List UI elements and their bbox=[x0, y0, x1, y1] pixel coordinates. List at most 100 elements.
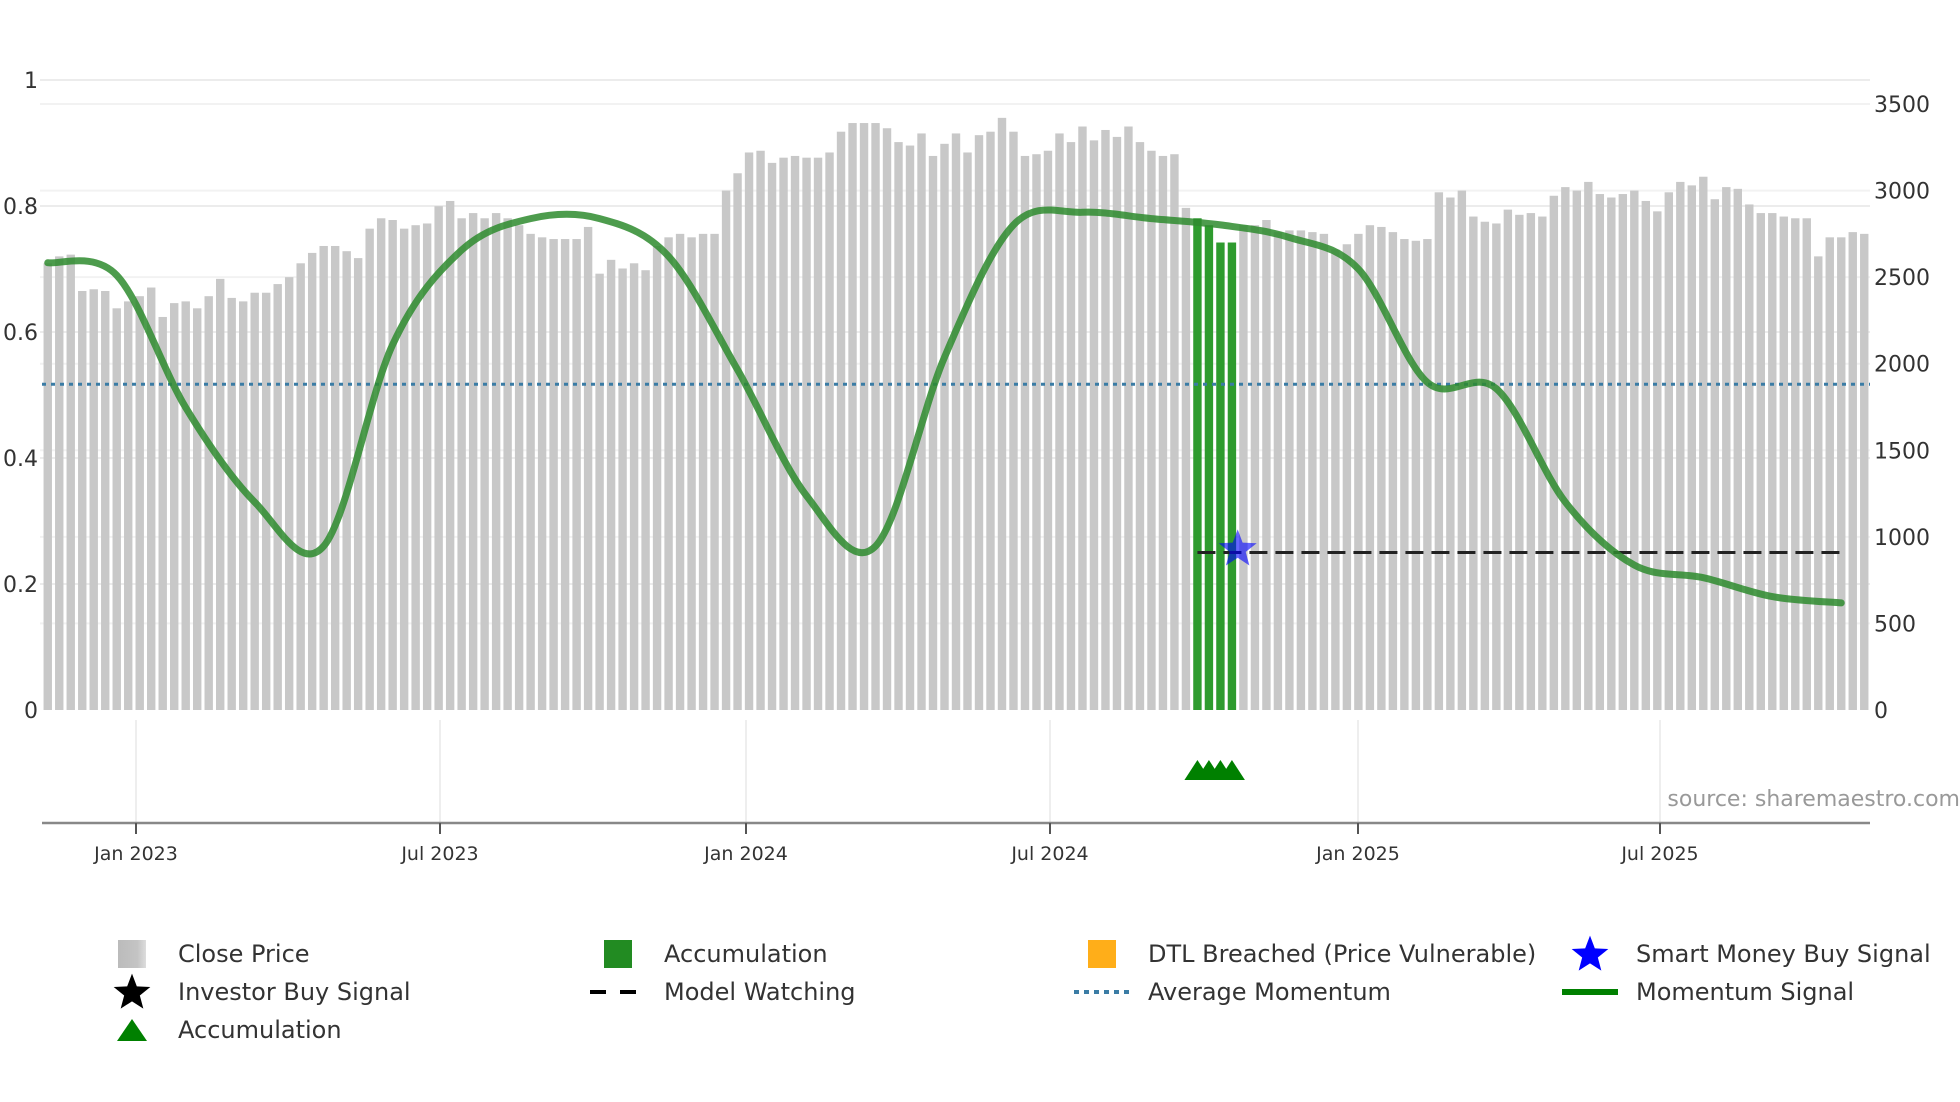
close-price-bar bbox=[1089, 140, 1099, 711]
close-price-bar bbox=[1837, 237, 1846, 710]
close-price-bar bbox=[1595, 194, 1605, 710]
close-price-bar bbox=[1009, 131, 1018, 710]
close-price-bar bbox=[1630, 190, 1639, 711]
right-axis-tick-label: 2000 bbox=[1874, 353, 1930, 378]
close-price-bar bbox=[687, 237, 696, 710]
accumulation-triangle-icon bbox=[1218, 760, 1245, 780]
close-price-bar bbox=[940, 143, 949, 710]
close-price-bar bbox=[170, 303, 179, 710]
left-axis-tick-label: 0.4 bbox=[3, 447, 38, 472]
close-price-bar bbox=[986, 131, 995, 710]
accumulation-bar bbox=[1204, 225, 1214, 710]
close-price-bar bbox=[882, 128, 892, 711]
legend-item-accumulation-bar[interactable]: Accumulation bbox=[590, 936, 828, 972]
close-price-bar bbox=[216, 278, 225, 710]
close-price-bar bbox=[411, 225, 420, 710]
green-square-icon bbox=[604, 940, 632, 968]
legend-item-average-momentum[interactable]: Average Momentum bbox=[1074, 974, 1391, 1010]
momentum-signal-line bbox=[44, 206, 1845, 607]
accumulation-bar bbox=[1193, 218, 1202, 710]
close-price-bar bbox=[503, 218, 512, 710]
close-price-bar bbox=[675, 233, 685, 710]
close-price-bar bbox=[698, 233, 708, 710]
close-price-bar bbox=[514, 225, 524, 710]
close-price-bar bbox=[1377, 226, 1386, 710]
close-price-bar bbox=[710, 233, 719, 710]
legend-item-smart-money[interactable]: Smart Money Buy Signal bbox=[1562, 935, 1931, 972]
close-price-bar bbox=[147, 287, 156, 710]
close-price-bar bbox=[1239, 225, 1248, 710]
close-price-bar bbox=[1469, 216, 1478, 711]
close-price-bar bbox=[871, 123, 880, 710]
close-price-bar bbox=[1515, 214, 1524, 710]
close-price-bar bbox=[721, 190, 731, 711]
signal-markers bbox=[1184, 529, 1257, 780]
close-price-bar bbox=[353, 258, 363, 710]
close-price-bar bbox=[1078, 126, 1087, 711]
close-price-bar bbox=[549, 239, 558, 710]
close-price-bars bbox=[43, 117, 1869, 711]
close-price-bar bbox=[1561, 187, 1570, 710]
close-price-bar bbox=[388, 220, 397, 710]
legend-item-dtl-breached[interactable]: DTL Breached (Price Vulnerable) bbox=[1074, 936, 1536, 972]
close-price-bar bbox=[1124, 126, 1133, 711]
right-axis-tick-label: 3500 bbox=[1874, 93, 1930, 118]
close-price-bar bbox=[1710, 199, 1719, 710]
close-price-bar bbox=[641, 270, 650, 710]
axes: Jan 2023 Jul 2023 Jan 2024 Jul 2024 Jan 2025… bbox=[3, 69, 1930, 865]
x-tick-label: Jan 2024 bbox=[703, 843, 788, 865]
legend-item-accumulation-marker[interactable]: Accumulation bbox=[104, 1012, 342, 1048]
close-price-bar bbox=[1273, 232, 1283, 710]
close-price-bar bbox=[66, 254, 75, 711]
close-price-bar bbox=[1802, 218, 1811, 710]
left-axis-tick-label: 0.6 bbox=[3, 321, 38, 346]
close-price-bar bbox=[1285, 230, 1294, 710]
close-price-bar bbox=[491, 213, 501, 710]
right-axis-tick-label: 2500 bbox=[1874, 266, 1930, 291]
black-star-icon bbox=[113, 973, 151, 1009]
close-price-bar bbox=[1181, 207, 1191, 710]
close-price-bar bbox=[836, 131, 846, 710]
close-price-bar bbox=[1020, 155, 1030, 710]
close-price-bar bbox=[1400, 239, 1409, 710]
close-price-bar bbox=[1411, 240, 1421, 711]
close-price-bar bbox=[1319, 233, 1329, 710]
close-price-bar bbox=[1791, 218, 1800, 710]
close-price-bar bbox=[204, 296, 213, 710]
accumulation-bar bbox=[1216, 242, 1225, 710]
close-price-bar bbox=[928, 155, 938, 710]
x-tick-label: Jan 2025 bbox=[1315, 843, 1400, 865]
close-price-bar bbox=[1423, 239, 1432, 710]
close-price-bar bbox=[78, 290, 87, 710]
close-price-bar bbox=[572, 239, 581, 710]
close-price-bar bbox=[296, 263, 305, 710]
close-price-bar bbox=[1331, 249, 1340, 710]
close-price-bar bbox=[1434, 192, 1444, 710]
legend-item-momentum-signal[interactable]: Momentum Signal bbox=[1562, 974, 1854, 1010]
close-price-bar bbox=[422, 223, 432, 710]
close-price-bar bbox=[43, 263, 52, 710]
source-attribution: source: sharemaestro.com bbox=[1667, 787, 1960, 812]
close-price-bar bbox=[284, 277, 294, 710]
close-price-bar bbox=[1756, 213, 1765, 710]
close-price-bar bbox=[1158, 155, 1168, 710]
close-price-bar bbox=[1101, 129, 1110, 710]
close-price-bar bbox=[399, 228, 409, 711]
close-price-bar bbox=[1135, 142, 1145, 710]
close-price-bar bbox=[261, 292, 271, 710]
close-price-bar bbox=[1365, 225, 1375, 710]
close-price-bar bbox=[1147, 150, 1156, 711]
close-price-bar bbox=[89, 289, 98, 710]
legend-item-investor-buy[interactable]: Investor Buy Signal bbox=[104, 973, 411, 1010]
close-price-bar bbox=[1848, 232, 1857, 710]
close-price-bar bbox=[1492, 223, 1501, 710]
close-price-bar bbox=[1687, 185, 1696, 710]
close-price-bar bbox=[468, 213, 478, 710]
close-price-bar bbox=[445, 200, 455, 710]
close-price-bar bbox=[606, 259, 616, 710]
legend-item-model-watching[interactable]: Model Watching bbox=[590, 974, 856, 1010]
close-price-bar bbox=[1043, 150, 1053, 711]
close-price-bar bbox=[779, 157, 788, 710]
close-price-bar bbox=[974, 135, 984, 710]
legend-item-close-price[interactable]: Close Price bbox=[104, 936, 310, 972]
